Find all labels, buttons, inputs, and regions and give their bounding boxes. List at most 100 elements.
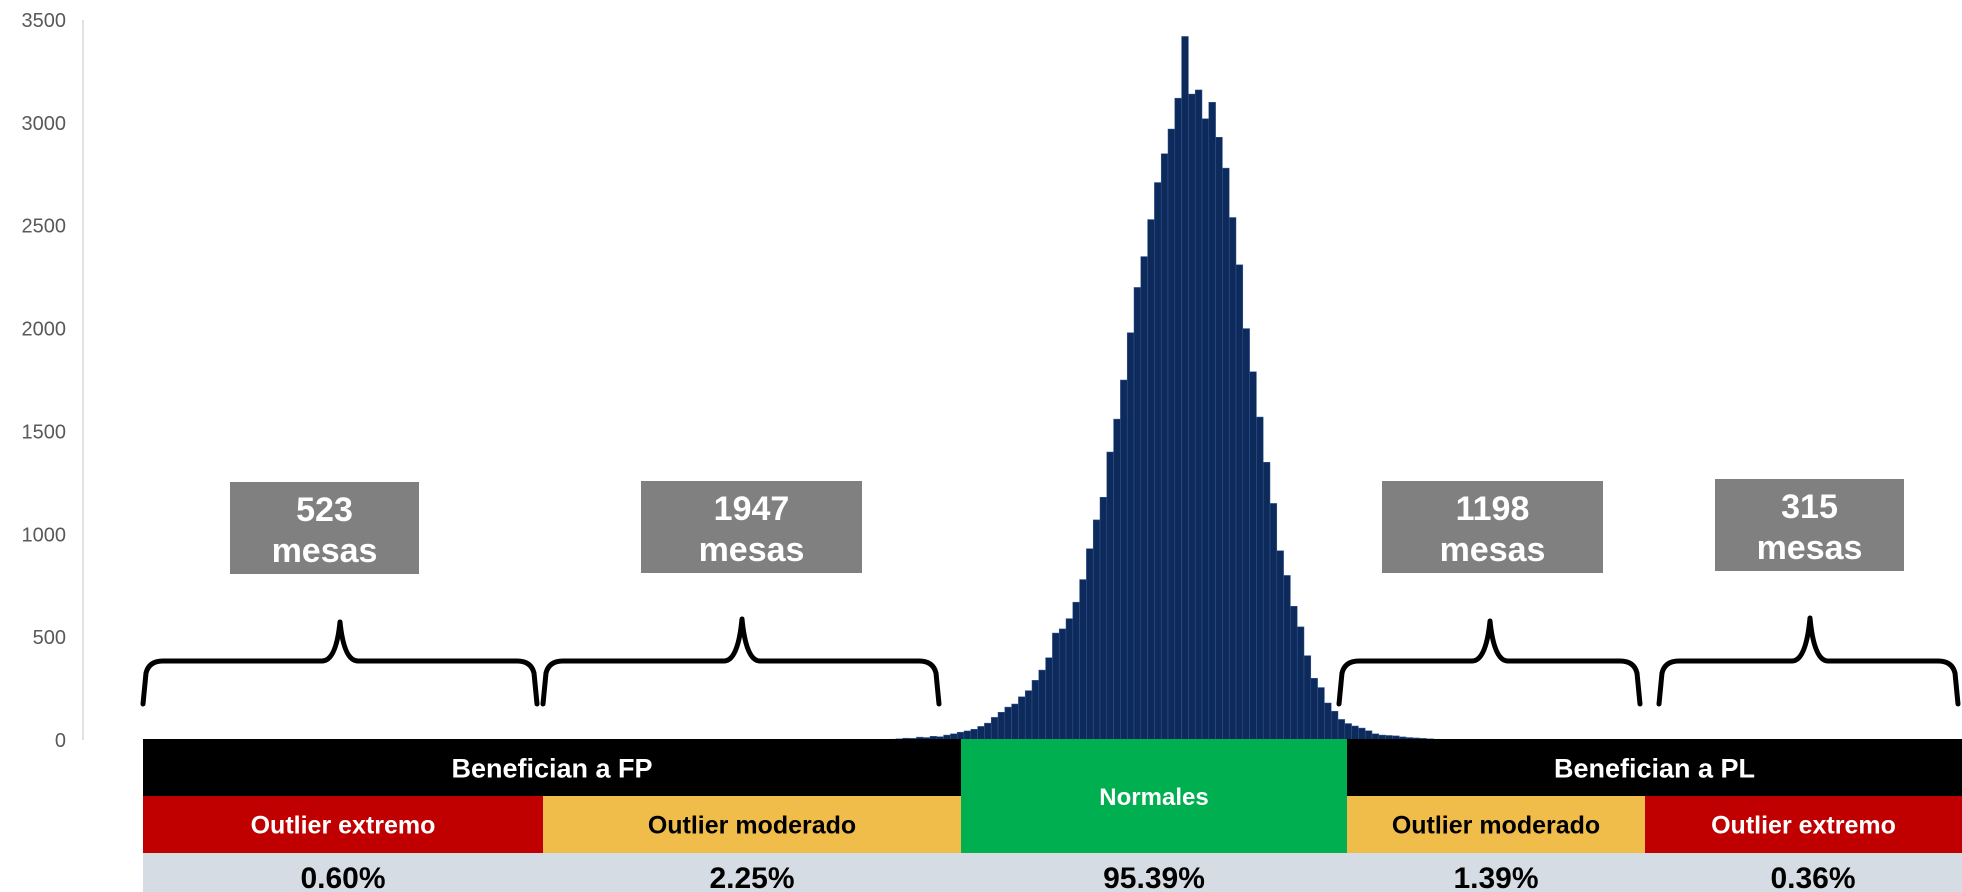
histogram-bar <box>1126 332 1135 741</box>
count-box <box>641 481 862 573</box>
histogram-bar <box>977 726 985 741</box>
histogram-bar <box>1290 606 1298 741</box>
histogram-bar <box>1106 451 1114 741</box>
histogram-bar <box>1310 678 1318 741</box>
percent-label: 2.25% <box>709 862 794 892</box>
count-box-unit: mesas <box>272 532 378 570</box>
histogram-bar <box>956 731 965 741</box>
category-cell <box>1347 796 1645 853</box>
histogram-bar <box>997 711 1006 741</box>
histogram-bar <box>963 730 972 741</box>
category-cell <box>143 796 543 853</box>
histogram-bar <box>1256 416 1264 741</box>
curly-brace <box>1656 615 1961 707</box>
category-label: Outlier extremo <box>251 812 436 840</box>
histogram-bar <box>1167 128 1176 741</box>
histogram-bar <box>1113 418 1121 741</box>
percent-row <box>143 853 1962 892</box>
histogram-bar <box>1303 655 1312 741</box>
band-label: Normales <box>1099 784 1208 811</box>
histogram-bar <box>1058 628 1067 741</box>
histogram-bar <box>1120 379 1128 741</box>
percent-label: 95.39% <box>1103 862 1205 892</box>
percent-label: 0.60% <box>300 862 385 892</box>
histogram-bar <box>1194 89 1203 741</box>
histogram-bar <box>1079 579 1087 741</box>
y-tick-label: 2500 <box>22 216 67 238</box>
y-tick-label: 1000 <box>22 524 67 546</box>
histogram-bar <box>1249 371 1257 741</box>
y-tick-label: 500 <box>33 627 66 649</box>
count-box <box>1715 479 1904 571</box>
band-label: Benefician a PL <box>1554 754 1755 784</box>
histogram-bar <box>1201 118 1210 741</box>
histogram-bar <box>1324 702 1332 741</box>
histogram-bar <box>1351 725 1359 741</box>
curly-brace <box>540 616 942 707</box>
histogram-bar <box>1188 93 1196 741</box>
histogram-bar <box>1065 618 1074 741</box>
histogram-bar <box>1038 669 1046 741</box>
histogram-bar <box>1072 601 1080 741</box>
histogram-bar <box>1358 727 1366 741</box>
histogram-bar <box>1092 519 1101 741</box>
percent-label: 0.36% <box>1770 862 1855 892</box>
histogram-bar <box>1364 730 1373 741</box>
percent-label: 1.39% <box>1453 862 1538 892</box>
category-cell <box>543 796 961 853</box>
histogram-bar <box>1330 710 1339 741</box>
y-tick-label: 2000 <box>22 319 67 341</box>
histogram-bar <box>1222 167 1230 741</box>
classification-table: Benefician a FP Normales Benefician a PL Ou… <box>143 739 1962 892</box>
count-box <box>230 482 419 574</box>
count-box-number: 1947 <box>714 490 790 528</box>
count-box-number: 315 <box>1781 488 1838 526</box>
count-box-unit: mesas <box>1440 531 1546 569</box>
histogram-bars <box>850 36 1480 741</box>
histogram-bar <box>1283 575 1291 741</box>
histogram-bar <box>1004 706 1012 741</box>
histogram-bar <box>1344 723 1352 741</box>
histogram-bar <box>1276 550 1284 741</box>
curly-brace <box>1336 618 1643 707</box>
band-label: Benefician a FP <box>451 754 652 784</box>
histogram-bar <box>1133 287 1142 741</box>
category-label: Outlier moderado <box>648 812 856 840</box>
category-label: Outlier extremo <box>1711 812 1896 840</box>
count-box-number: 523 <box>296 491 353 529</box>
histogram-bar <box>1181 36 1189 741</box>
count-box <box>1382 481 1603 573</box>
category-label: Outlier moderado <box>1392 812 1600 840</box>
band-cell <box>143 739 961 796</box>
histogram-bar <box>1154 182 1162 741</box>
histogram-bar <box>1337 719 1346 741</box>
histogram-bar <box>1018 696 1026 741</box>
histogram-bar <box>1235 264 1244 741</box>
y-tick-label: 3000 <box>22 113 67 135</box>
histogram-bar <box>1024 690 1033 741</box>
band-cell <box>961 739 1347 853</box>
y-tick-label: 3500 <box>22 10 67 32</box>
histogram-bar <box>1208 102 1216 741</box>
histogram-bar <box>1228 217 1237 741</box>
histogram-bar <box>984 722 992 741</box>
count-box-unit: mesas <box>1757 529 1863 567</box>
histogram-bar <box>1011 703 1019 741</box>
histogram-bar <box>1296 626 1305 741</box>
histogram-bar <box>1269 503 1278 741</box>
category-cell <box>1645 796 1962 853</box>
count-box-number: 1198 <box>1456 490 1530 528</box>
histogram-bar <box>1160 153 1169 741</box>
histogram-bar <box>1086 548 1094 741</box>
group-braces <box>140 615 1961 707</box>
count-box-unit: mesas <box>699 531 805 569</box>
band-cell <box>1347 739 1962 796</box>
histogram-bar <box>990 717 999 741</box>
histogram-bar <box>1052 632 1060 741</box>
histogram-bar <box>1099 497 1108 741</box>
y-tick-label: 0 <box>55 730 66 752</box>
histogram-bar <box>1262 462 1271 741</box>
histogram-bar <box>1140 256 1148 741</box>
